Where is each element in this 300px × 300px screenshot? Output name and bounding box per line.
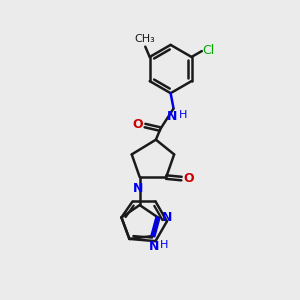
Text: O: O: [132, 118, 142, 131]
Text: N: N: [149, 239, 160, 253]
Text: N: N: [133, 182, 143, 195]
Text: Cl: Cl: [203, 44, 215, 57]
Text: CH₃: CH₃: [134, 34, 155, 44]
Text: H: H: [179, 110, 187, 120]
Text: O: O: [184, 172, 194, 185]
Text: N: N: [161, 211, 172, 224]
Text: N: N: [167, 110, 177, 123]
Text: H: H: [159, 239, 168, 250]
